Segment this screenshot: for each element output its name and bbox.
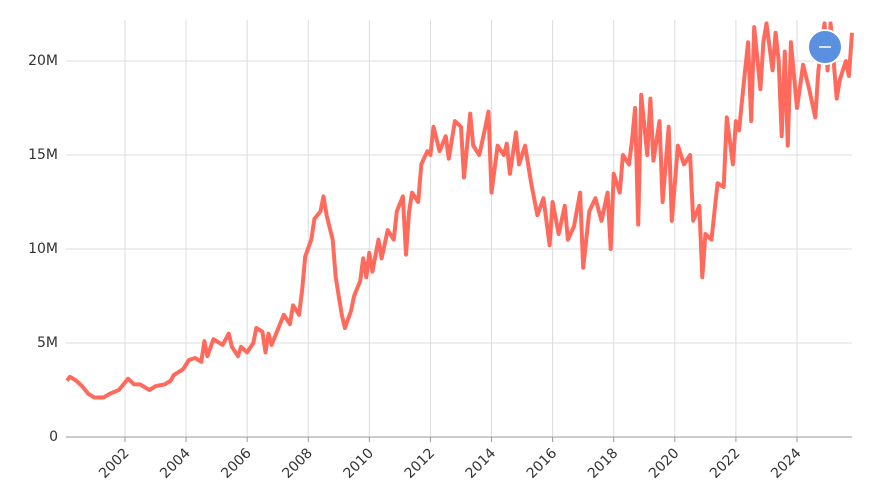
y-tick-label: 5M xyxy=(37,335,58,351)
x-tick-label: 2014 xyxy=(463,445,500,482)
zoom-button[interactable] xyxy=(807,29,843,65)
x-tick-label: 2006 xyxy=(218,445,255,482)
x-tick-label: 2008 xyxy=(279,445,316,482)
y-tick-label: 15M xyxy=(28,147,58,163)
y-tick-label: 20M xyxy=(28,53,58,69)
line-series xyxy=(65,21,854,400)
x-tick-label: 2018 xyxy=(585,445,622,482)
x-tick-label: 2004 xyxy=(157,445,194,482)
x-tick-label: 2012 xyxy=(402,445,439,482)
x-tick-label: 2010 xyxy=(340,445,377,482)
x-tick-label: 2002 xyxy=(96,445,133,482)
x-tick-label: 2022 xyxy=(707,445,744,482)
x-tick-label: 2024 xyxy=(768,445,805,482)
x-tick-label: 2020 xyxy=(646,445,683,482)
y-tick-label: 10M xyxy=(28,241,58,257)
y-tick-label: 0 xyxy=(49,429,58,445)
x-tick-label: 2016 xyxy=(524,445,561,482)
